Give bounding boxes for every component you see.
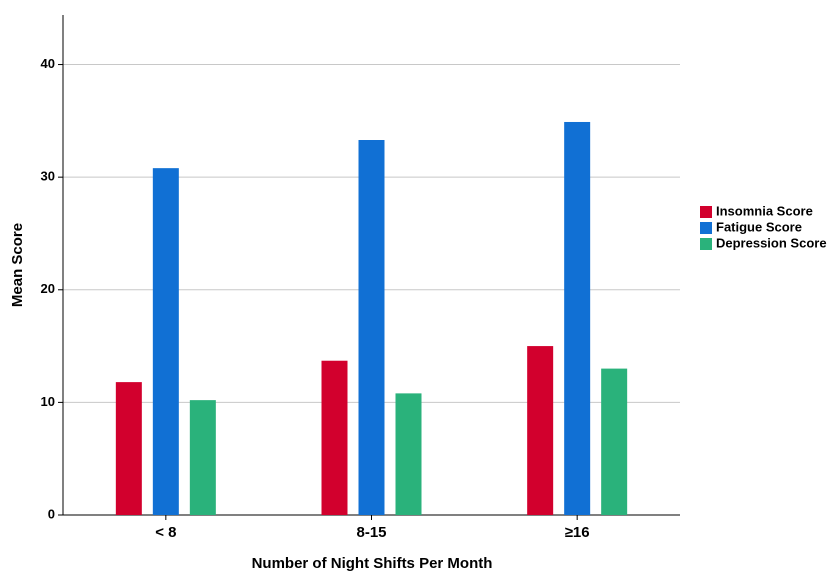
bar: [152, 168, 179, 516]
legend-label: Insomnia Score: [716, 203, 813, 218]
legend-swatch: [700, 206, 712, 218]
bar: [189, 400, 216, 515]
x-axis-title: Number of Night Shifts Per Month: [252, 555, 493, 572]
x-tick-label: 8-15: [356, 524, 386, 541]
x-tick-label: ≥16: [565, 524, 590, 541]
y-tick-label: 30: [41, 169, 55, 184]
legend-label: Fatigue Score: [716, 219, 802, 234]
bar: [601, 368, 628, 515]
y-tick-label: 10: [41, 394, 55, 409]
bar: [321, 360, 348, 515]
legend-swatch: [700, 222, 712, 234]
y-axis-title: Mean Score: [9, 223, 26, 307]
bar: [358, 140, 385, 515]
legend-label: Depression Score: [716, 235, 827, 250]
y-tick-label: 40: [41, 56, 55, 71]
bar: [395, 393, 422, 515]
bar: [115, 382, 142, 515]
bar: [564, 121, 591, 515]
y-tick-label: 0: [48, 506, 55, 521]
x-tick-label: < 8: [155, 524, 176, 541]
legend-swatch: [700, 238, 712, 250]
y-tick-label: 20: [41, 281, 55, 296]
bar: [527, 346, 554, 515]
